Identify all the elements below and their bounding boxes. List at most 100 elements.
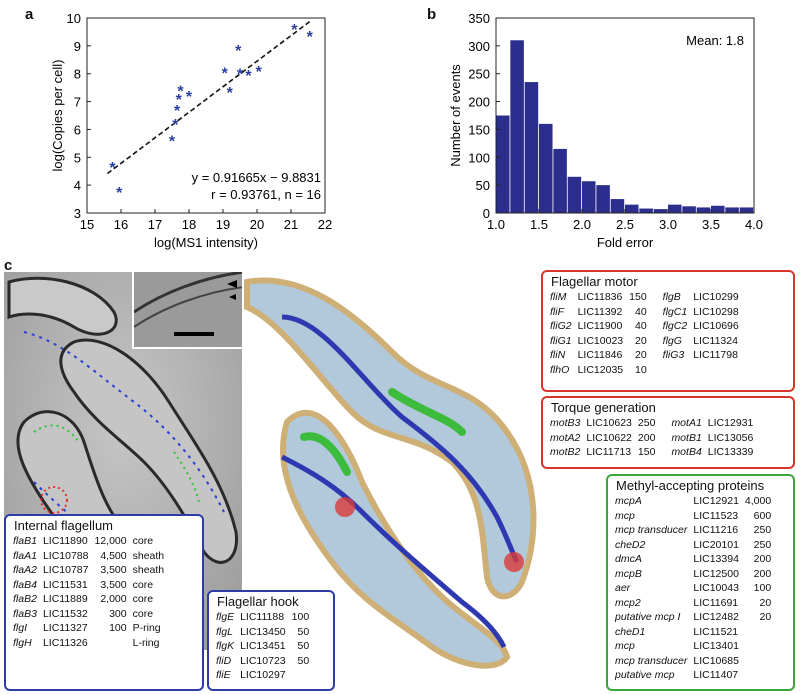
gene-name: flaB3 (13, 607, 37, 620)
box-title: Torque generation (551, 400, 656, 415)
histogram-bar (610, 199, 625, 213)
copy-number: 2,000 (100, 593, 127, 606)
gene-name: flaB4 (13, 578, 37, 591)
cell: core (132, 593, 154, 606)
cell: LIC13451 (240, 640, 286, 653)
gene-name: motA2 (550, 431, 581, 444)
table-row: flaA2 LIC10787 3,500 sheath (11, 563, 168, 578)
cell: LIC10023 (577, 334, 624, 347)
fit-statistics: r = 0.93761, n = 16 (211, 187, 321, 202)
cell: LIC11327 (42, 622, 88, 635)
x-axis-label: log(MS1 intensity) (154, 235, 258, 250)
x-tick-label: 19 (216, 217, 230, 232)
copy-number (743, 668, 775, 683)
gene-name: flaB2 (13, 593, 37, 606)
cell: LIC20101 (693, 538, 739, 551)
histogram-bar (567, 176, 582, 213)
box-title: Methyl-accepting proteins (616, 478, 765, 493)
histogram-bar (639, 208, 653, 213)
data-point: * (227, 85, 234, 102)
data-point: * (256, 64, 263, 81)
cell: LIC10788 (42, 549, 89, 562)
histogram-bar (625, 204, 639, 213)
gene-name: flgG (662, 334, 682, 347)
table-row: mcp2 LIC11691 20 (613, 596, 775, 611)
cell: LIC12482 (693, 611, 739, 624)
gene-name: flgL (216, 625, 233, 638)
flagellar-hook-box: Flagellar hook flgE LIC11188 100 flgL LIC1345… (207, 590, 335, 691)
copy-number: 250 (753, 538, 772, 551)
copy-number: 20 (759, 611, 772, 624)
gene-name: mcpA (615, 495, 642, 508)
x-tick-label: 2.0 (573, 217, 591, 232)
table-row: flgI LIC11327 100 P-ring (11, 621, 168, 636)
table-row: dmcA LIC13394 200 (613, 552, 775, 567)
cell: LIC10623 (586, 417, 632, 430)
cell: LIC13056 (707, 431, 754, 444)
y-tick-label: 200 (468, 95, 490, 110)
gene-name: mcp2 (615, 596, 641, 609)
table-row: fliF LIC11392 40 flgC1 LIC10298 (548, 305, 743, 320)
table-row: cheD1 LIC11521 (613, 625, 775, 640)
table-row: cheD2 LIC20101 250 (613, 538, 775, 553)
copy-number: 100 (291, 611, 310, 624)
copy-number: 600 (753, 509, 772, 522)
data-point: * (307, 29, 314, 46)
copy-number (290, 668, 314, 683)
cell: P-ring (132, 622, 161, 635)
panel-label-b: b (427, 6, 437, 23)
x-tick-label: 1.5 (530, 217, 548, 232)
copy-number: 150 (629, 291, 647, 304)
cell: LIC11531 (42, 578, 88, 591)
copy-number: 40 (634, 305, 647, 318)
table-row: flaA1 LIC10788 4,500 sheath (11, 549, 168, 564)
copy-number: 250 (753, 524, 772, 537)
gene-name: motB4 (671, 446, 702, 459)
flagellar-motor-box: Flagellar motor fliM LIC11836 150 flgB LIC102… (541, 270, 795, 392)
arrow-marker-icon (227, 280, 237, 288)
gene-name: fliG1 (550, 334, 572, 347)
data-point: * (169, 134, 176, 151)
copy-number: 150 (637, 446, 656, 459)
x-tick-label: 22 (318, 217, 332, 232)
cell: LIC10043 (693, 582, 739, 595)
copy-number: 12,000 (94, 535, 127, 548)
table-row: flgL LIC13450 50 (214, 625, 313, 640)
table-row: flgH LIC11326 L-ring (11, 636, 168, 651)
y-tick-label: 9 (74, 39, 81, 54)
gene-name: fliG3 (662, 349, 685, 362)
cell: LIC11392 (577, 305, 623, 318)
cell: LIC11900 (577, 320, 623, 333)
gene-name: fliD (216, 654, 232, 667)
x-tick-label: 17 (148, 217, 162, 232)
gene-name: mcp (615, 509, 635, 522)
copy-number: 100 (753, 582, 772, 595)
plot-frame (86, 17, 326, 214)
copy-number: 50 (297, 625, 310, 638)
y-tick-label: 6 (74, 122, 81, 137)
gene-name: mcpB (615, 567, 642, 580)
cell: sheath (132, 549, 165, 562)
table-row: mcp transducer LIC10685 (613, 654, 775, 669)
gene-name: flhO (550, 363, 570, 376)
cell: sheath (132, 564, 165, 577)
copy-number (743, 639, 775, 654)
gene-name: flgC1 (662, 305, 688, 318)
gene-name: putative mcp I (615, 611, 681, 624)
x-tick-label: 3.5 (702, 217, 720, 232)
y-tick-label: 300 (468, 39, 490, 54)
cell: LIC11523 (693, 509, 739, 522)
table-row: flaB1 LIC11890 12,000 core (11, 534, 168, 549)
cell: LIC11216 (693, 524, 739, 537)
cell: LIC11798 (693, 349, 738, 362)
histogram-bar (739, 207, 754, 213)
data-point: * (116, 185, 123, 202)
data-point: * (237, 67, 244, 84)
cell: LIC11846 (577, 349, 623, 362)
gene-name: fliM (550, 291, 567, 304)
gene-name: fliG2 (550, 320, 572, 333)
table-row: putative mcp LIC11407 (613, 668, 775, 683)
gene-name: aer (615, 582, 631, 595)
data-point: * (245, 68, 252, 85)
histogram-bar (668, 204, 682, 213)
